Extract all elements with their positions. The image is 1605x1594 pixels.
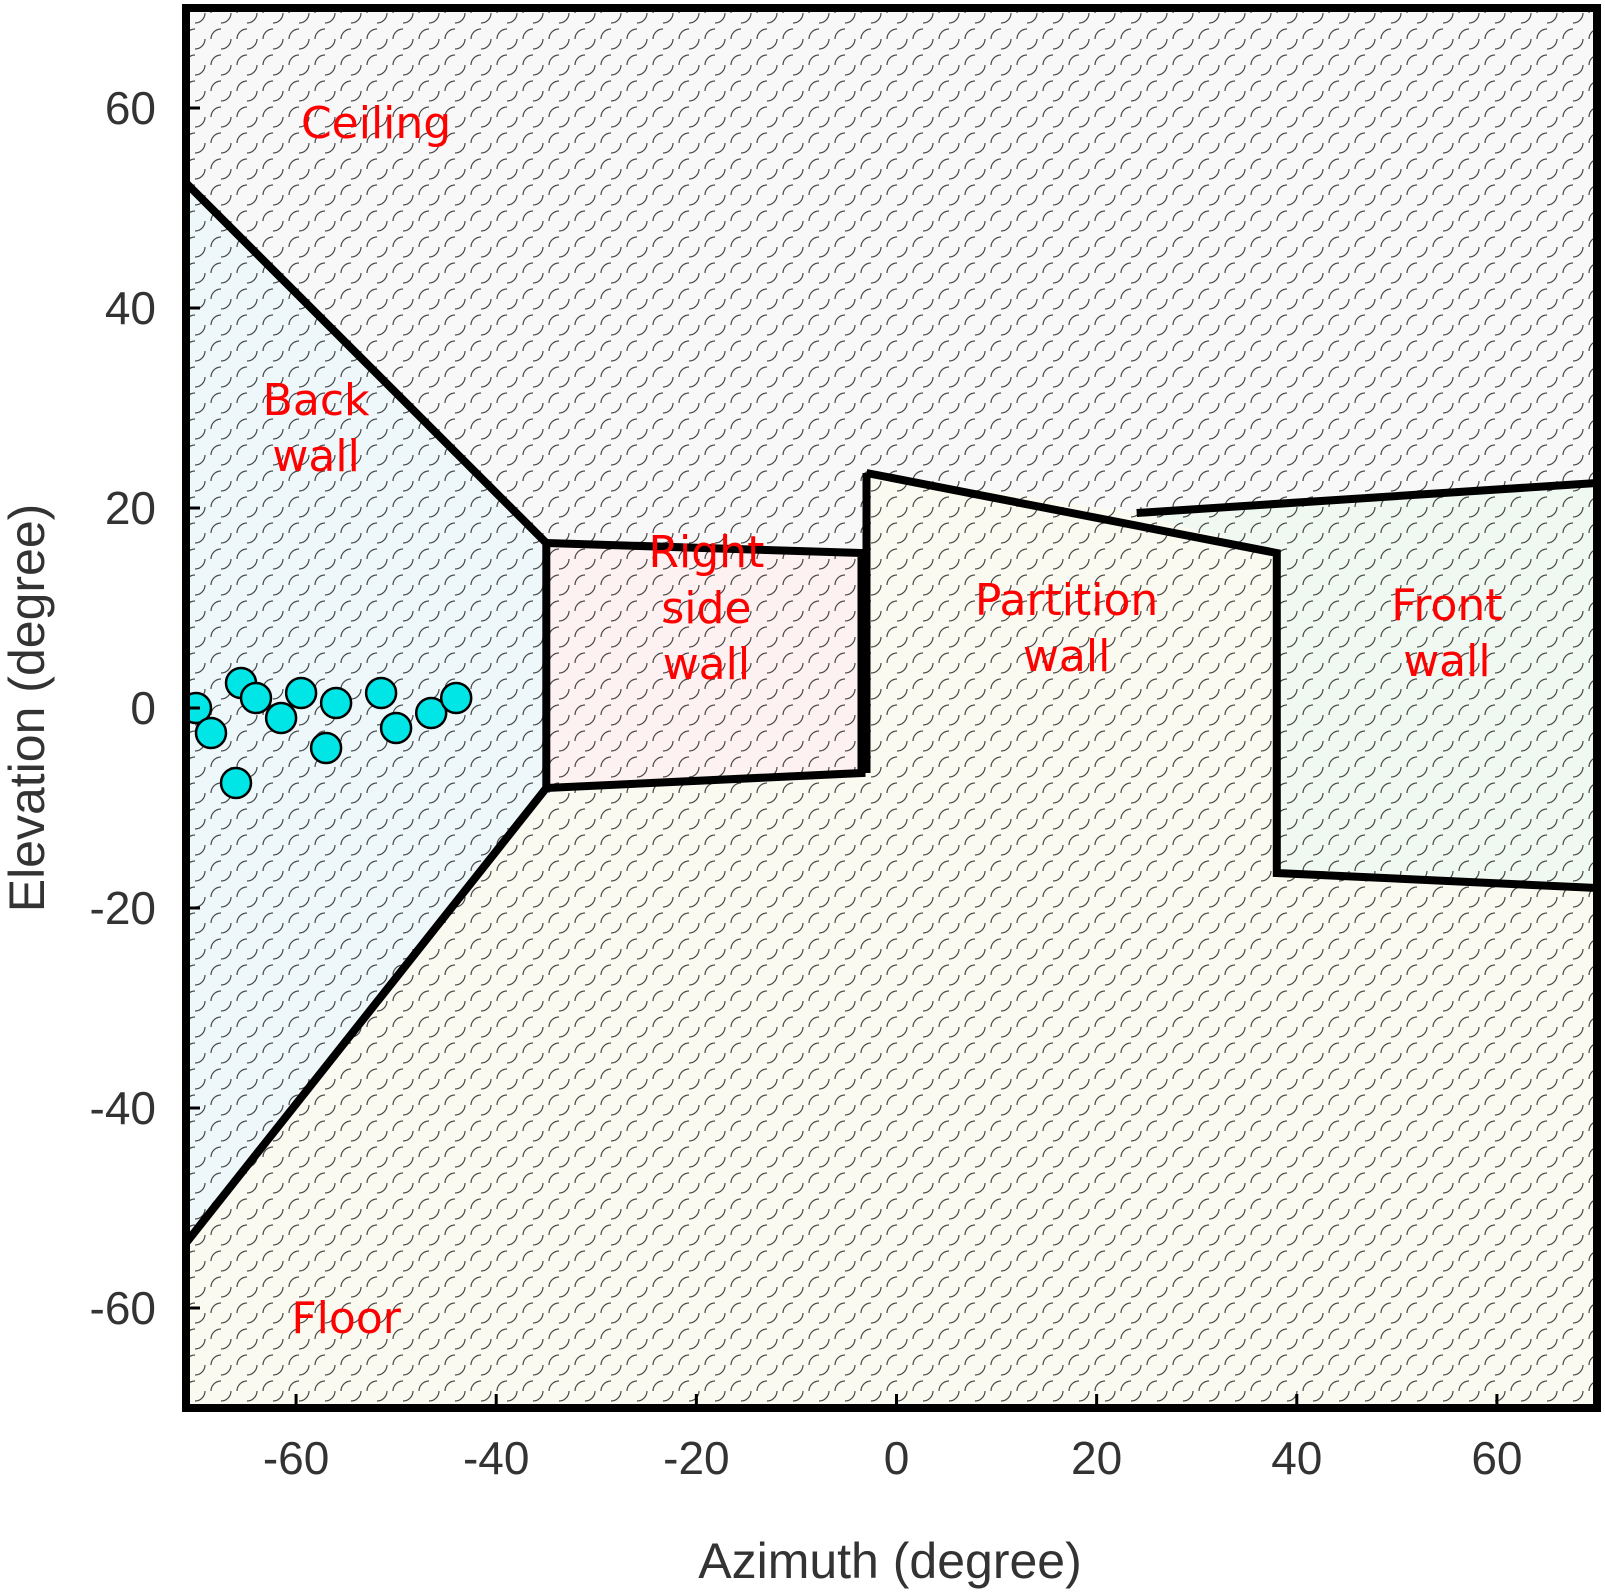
data-point xyxy=(439,681,473,715)
data-point xyxy=(219,766,253,800)
x-tick-label: 0 xyxy=(884,1432,910,1484)
plot-area xyxy=(186,8,1597,1408)
x-tick-label: -20 xyxy=(663,1432,729,1484)
boundary-line xyxy=(1136,479,1597,517)
y-tick-label: -20 xyxy=(90,882,156,934)
data-point xyxy=(309,731,343,765)
y-tick-label: 20 xyxy=(105,482,156,534)
y-axis-label: Elevation (degree) xyxy=(0,504,55,913)
x-tick-label: 60 xyxy=(1471,1432,1522,1484)
x-tick-label: 40 xyxy=(1271,1432,1322,1484)
x-tick-label: 20 xyxy=(1071,1432,1122,1484)
y-tick-label: -60 xyxy=(90,1282,156,1334)
y-tick-label: 40 xyxy=(105,282,156,334)
y-tick-label: 0 xyxy=(130,682,156,734)
boundary-line xyxy=(865,469,1597,892)
partition-wall-label: Partition wall xyxy=(975,575,1158,682)
data-point xyxy=(319,686,353,720)
x-tick-label: -60 xyxy=(263,1432,329,1484)
floor-label: Floor xyxy=(291,1293,401,1344)
right-side-wall-label: Right side wall xyxy=(648,527,764,690)
data-point xyxy=(264,701,298,735)
front-wall-label: Front wall xyxy=(1391,580,1502,687)
data-point xyxy=(284,676,318,710)
data-point xyxy=(414,696,448,730)
data-point xyxy=(379,711,413,745)
ceiling-label: Ceiling xyxy=(301,98,451,149)
data-point xyxy=(239,681,273,715)
y-tick-label: 60 xyxy=(105,82,156,134)
data-point xyxy=(194,716,228,750)
y-tick-label: -40 xyxy=(90,1082,156,1134)
back-wall-label: Back wall xyxy=(263,375,370,482)
x-tick-label: -40 xyxy=(463,1432,529,1484)
hatch-overlay xyxy=(186,8,1597,1408)
boundary-line xyxy=(546,539,866,792)
boundary-line xyxy=(186,180,551,1246)
x-axis-label: Azimuth (degree) xyxy=(698,1533,1082,1589)
data-point xyxy=(364,676,398,710)
